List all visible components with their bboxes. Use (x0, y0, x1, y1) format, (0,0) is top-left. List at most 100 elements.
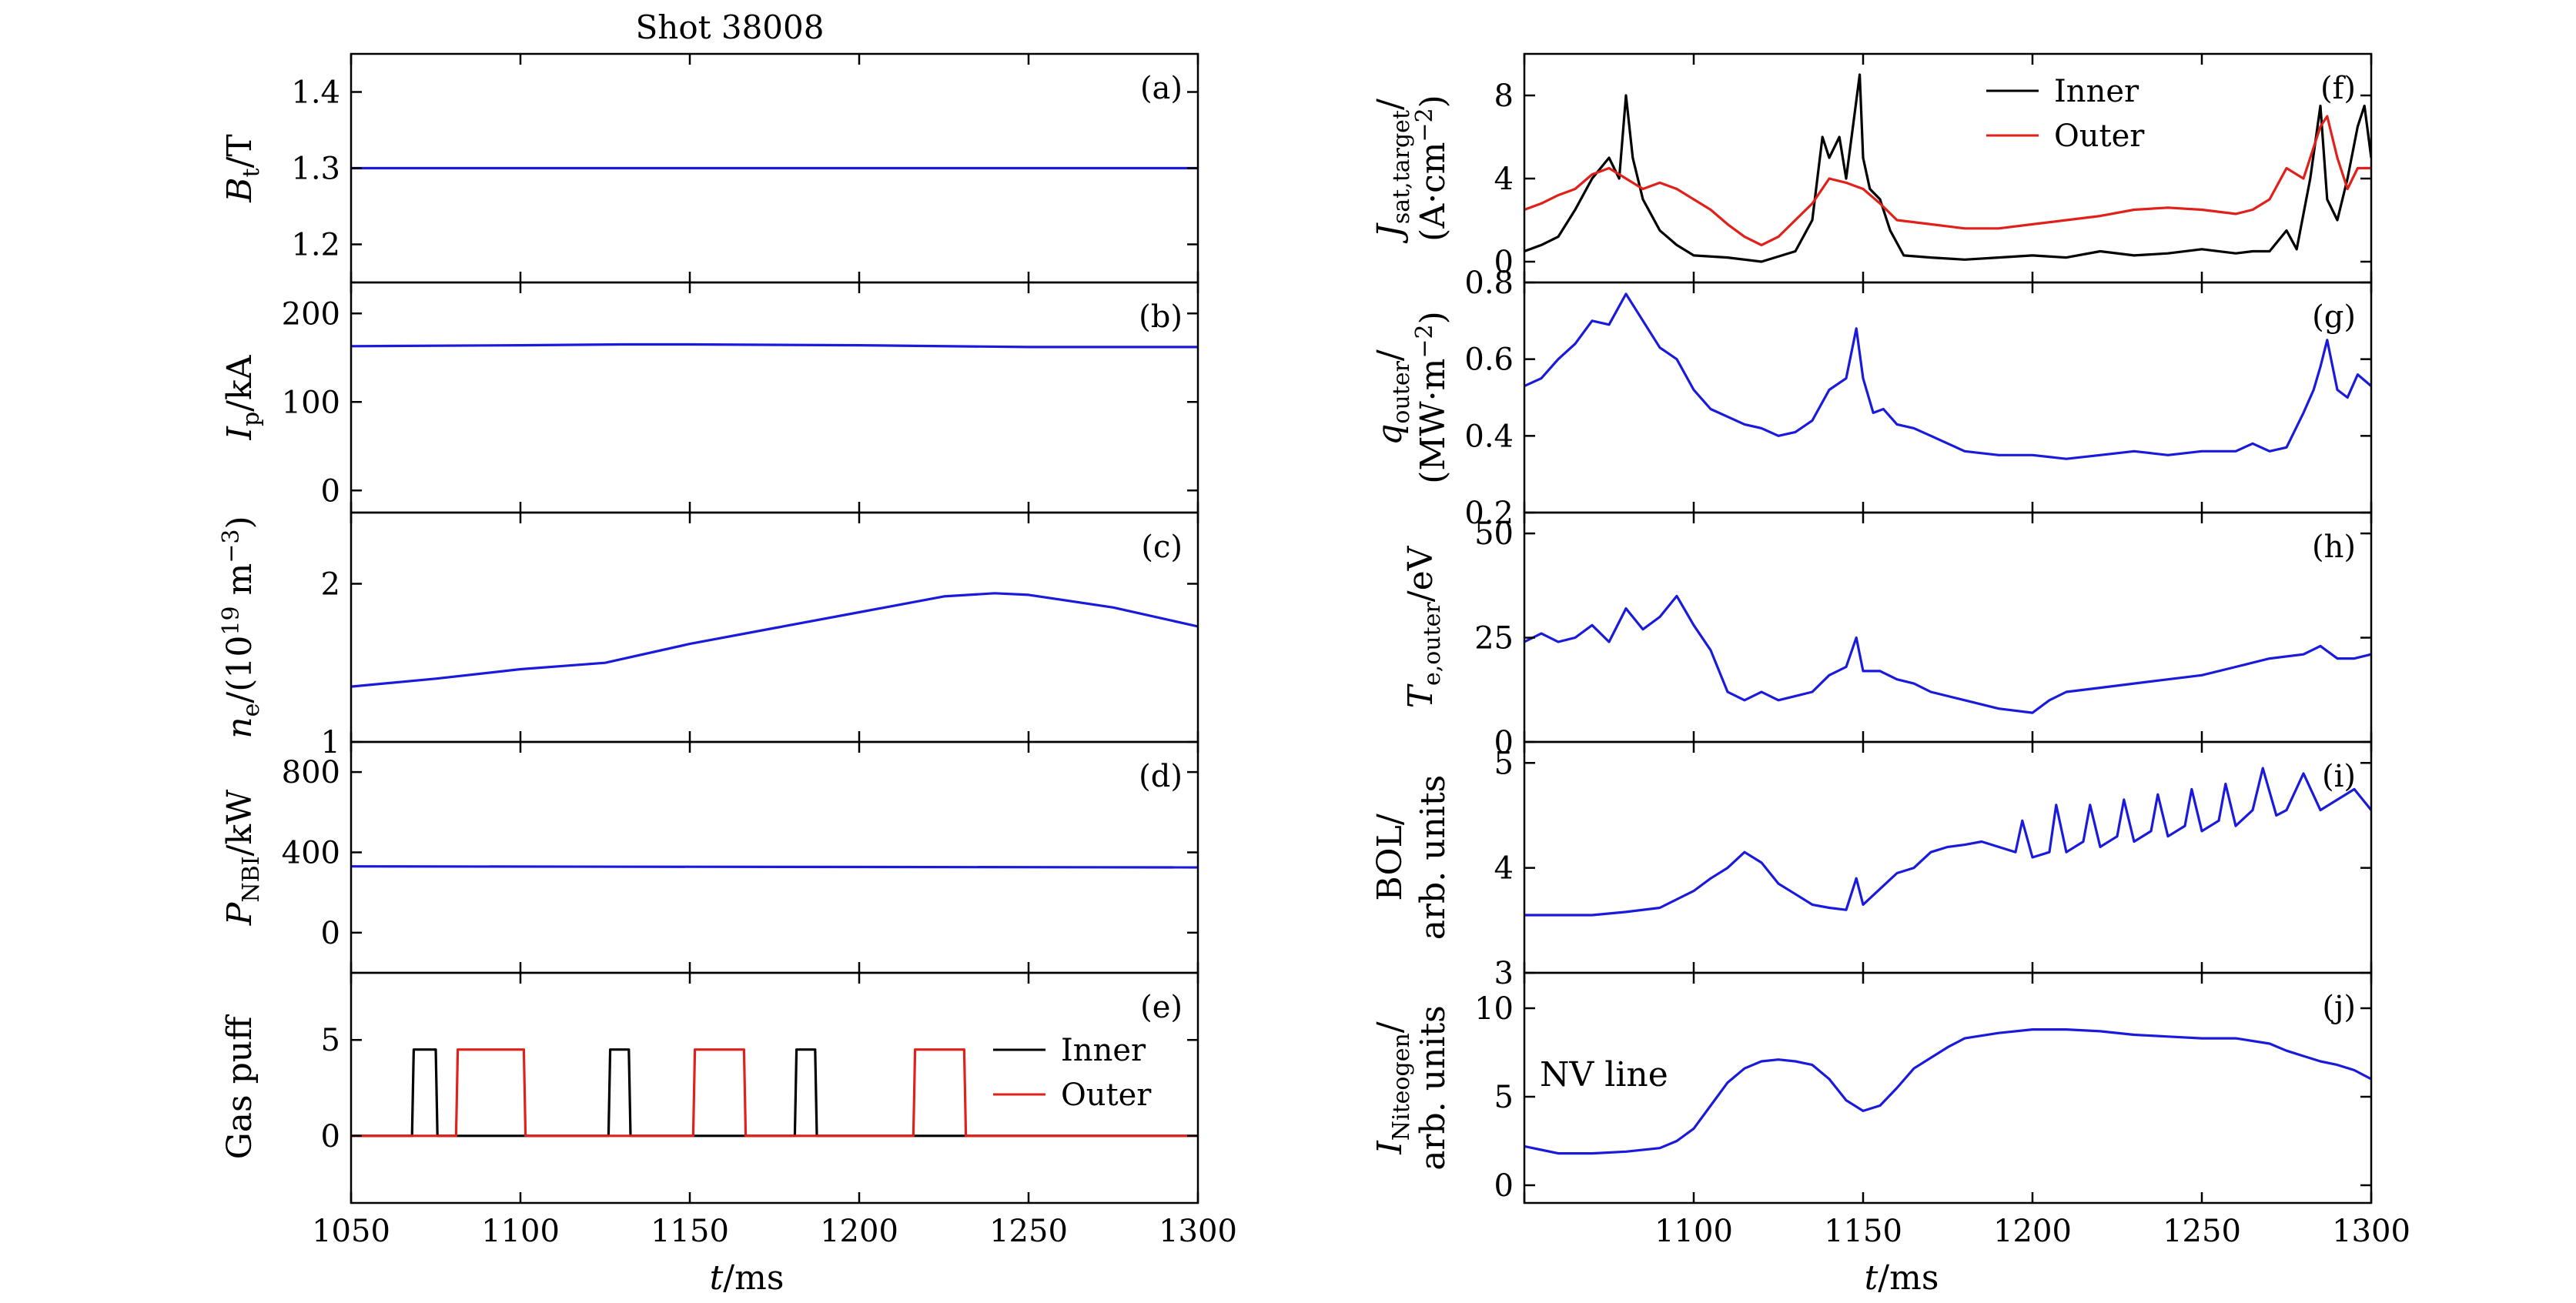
y-label-rest-a: /T (220, 134, 259, 168)
y-label-line2-sup-f: −2 (1411, 108, 1438, 142)
plot-frame-j (1523, 971, 2373, 1204)
y-tick-label-d-2: 800 (282, 755, 340, 790)
y-tick-label-i-2: 5 (1494, 746, 1514, 781)
y-tick-label-b-2: 200 (282, 296, 340, 332)
y-label-rest-g: / (1370, 349, 1410, 361)
x-tick-label-e-2: 1150 (651, 1214, 729, 1249)
y-label-sym-g: q (1370, 424, 1410, 446)
y-axis-label-f: Jsat,target/ (1370, 99, 1415, 244)
panel-e: 0 5 1050 1100 1150 1200 1250 1300 (e) Gas puff Inn… (220, 971, 1237, 1249)
plot-frame-f (1523, 52, 2373, 284)
panel-label-h: (h) (2312, 530, 2356, 565)
y-label-line2-f: (A·cm (1413, 142, 1453, 242)
x-axis-var-left: t (710, 1258, 724, 1298)
x-tick-label-j-1: 1150 (1824, 1214, 1902, 1249)
panel-label-a: (a) (1140, 71, 1183, 106)
panel-label-b: (b) (1139, 299, 1183, 335)
y-tick-label-i-1: 4 (1494, 851, 1514, 887)
y-axis-label-a: Bt/T (220, 134, 265, 203)
y-tick-label-h-0: 0 (1494, 725, 1514, 760)
plot-frame-g (1523, 281, 2373, 514)
y-label-sym-b: I (220, 425, 259, 440)
y-tick-label-g-2: 0.6 (1464, 342, 1514, 378)
x-tick-label-j-4: 1300 (2332, 1214, 2410, 1249)
y-label-sym-j: I (1370, 1140, 1410, 1155)
y-axis-label2-g: (MW·m−2) (1411, 311, 1453, 484)
series-line-g-qouter (1524, 292, 2371, 460)
panel-g: 0.2 0.4 0.6 0.8 (g) qouter/(MW·m−2) (1370, 266, 2373, 531)
y-label-rest2-c: m (220, 563, 259, 606)
x-tick-label-e-0: 1050 (312, 1214, 390, 1249)
annotation-j: NV line (1540, 1055, 1668, 1094)
series-line-j-inv (1524, 1027, 2371, 1155)
panel-h: 0 25 50 (h) Te,outer/eV (1401, 511, 2373, 760)
y-tick-label-e-1: 5 (321, 1023, 340, 1058)
y-label-line2-j: arb. units (1413, 1005, 1453, 1170)
series-line-b-ip (351, 342, 1198, 349)
panel-a: 1.2 1.3 1.4 (a) Bt/T (220, 52, 1199, 284)
y-label-sub-b: p (238, 412, 265, 426)
y-tick-label-a-1: 1.3 (291, 152, 340, 187)
y-label-sym-c: n (220, 717, 259, 738)
y-tick-label-g-0: 0.2 (1464, 496, 1514, 531)
y-label-sym-h: T (1401, 683, 1440, 708)
y-label-sub-d: NBI (238, 856, 265, 902)
panel-label-j: (j) (2322, 990, 2356, 1025)
y-tick-label-f-1: 4 (1494, 162, 1514, 197)
series-line-h-te (1524, 594, 2371, 714)
figure-title: Shot 38008 (636, 8, 825, 46)
y-tick-label-j-1: 5 (1494, 1080, 1514, 1115)
y-label-sub-c: e (238, 703, 265, 717)
legend-label-f-outer: Outer (2054, 119, 2145, 154)
series-line-e-inner (351, 1048, 1198, 1138)
y-label-line2-sup-g: −2 (1411, 324, 1438, 358)
panel-d: 0 400 800 (d) PNBI/kW (220, 740, 1199, 974)
x-axis-label-left: t/ms (710, 1258, 785, 1298)
y-tick-label-j-2: 10 (1474, 991, 1514, 1027)
x-tick-label-e-3: 1200 (820, 1214, 898, 1249)
y-axis-label-g: qouter/ (1370, 349, 1415, 446)
y-label-line2-g: (MW·m (1413, 359, 1453, 484)
y-axis-label-e: Gas puff (220, 1014, 259, 1159)
panel-j: 0 5 10 1100 1150 1200 1250 1300 (j) INiteogen/arb… (1370, 971, 2410, 1249)
y-label-rest-j: / (1370, 1021, 1410, 1033)
x-axis-unit-right: /ms (1878, 1258, 1939, 1298)
plot-frame-h (1523, 511, 2373, 743)
panel-label-g: (g) (2312, 299, 2356, 335)
y-tick-label-g-1: 0.4 (1464, 419, 1514, 454)
plot-frame-b (350, 281, 1199, 514)
panel-label-i: (i) (2322, 759, 2356, 794)
y-tick-label-d-1: 400 (282, 835, 340, 870)
legend-label-f-inner: Inner (2054, 74, 2139, 109)
y-label-line2-i: arb. units (1413, 775, 1453, 940)
y-label-rest-f: / (1370, 99, 1410, 110)
series-line-f-outer (1524, 115, 2371, 246)
y-label-sub-a: t (238, 168, 265, 177)
legend-label-e-inner: Inner (1061, 1033, 1146, 1068)
x-tick-label-e-5: 1300 (1159, 1214, 1237, 1249)
y-label-rest-c: /(10 (220, 636, 259, 703)
panel-label-e: (e) (1140, 990, 1183, 1025)
y-tick-label-a-2: 1.4 (291, 75, 340, 111)
y-axis-label2-j: arb. units (1413, 1005, 1453, 1170)
y-tick-label-b-1: 100 (282, 385, 340, 420)
y-axis-label-d: PNBI/kW (220, 789, 265, 926)
plot-frame-i (1523, 740, 2373, 974)
x-axis-var-right: t (1865, 1258, 1878, 1298)
x-tick-label-e-1: 1100 (481, 1214, 560, 1249)
y-label-sym-f: J (1370, 222, 1410, 244)
panel-c: 1 2 (c) ne/(1019 m−3) (218, 511, 1199, 760)
y-tick-label-d-0: 0 (321, 916, 340, 951)
y-label-line2-end-f: ) (1413, 95, 1453, 108)
y-label-text-i: BOL/ (1370, 814, 1410, 900)
y-label-sym-d: P (220, 901, 259, 926)
series-line-i-bol (1524, 767, 2371, 917)
y-tick-label-f-2: 8 (1494, 79, 1514, 114)
x-axis-unit-left: /ms (723, 1258, 784, 1298)
y-label-rest-d: /kW (220, 789, 259, 856)
panel-label-f: (f) (2320, 71, 2356, 106)
y-label-sym-a: B (220, 177, 259, 202)
